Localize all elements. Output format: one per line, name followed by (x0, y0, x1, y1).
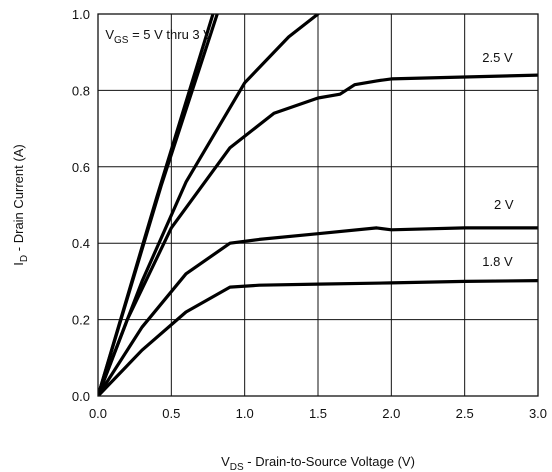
x-tick-label-0: 0.0 (89, 406, 107, 421)
x-tick-labels: 0.0 0.5 1.0 1.5 2.0 2.5 3.0 (89, 406, 547, 421)
y-tick-label-0: 0.0 (72, 389, 90, 404)
plot-frame (97, 13, 539, 397)
annotation-3: 2 V (494, 197, 514, 212)
x-axis-title-main: V (221, 454, 230, 469)
annotation-4: 1.8 V (482, 254, 513, 269)
x-tick-label-4: 2.0 (382, 406, 400, 421)
x-tick-label-5: 2.5 (456, 406, 474, 421)
y-axis-title-sub: D (19, 255, 30, 262)
curve-6 (98, 279, 538, 396)
x-axis-title-sub: DS (230, 462, 244, 472)
curve-2 (98, 14, 219, 396)
y-tick-label-5: 1.0 (72, 7, 90, 22)
y-tick-labels: 0.0 0.2 0.4 0.6 0.8 1.0 (72, 7, 90, 404)
x-tick-label-2: 1.0 (236, 406, 254, 421)
y-tick-label-4: 0.8 (72, 83, 90, 98)
y-axis-title-main: I (11, 262, 26, 266)
annotation-1: VGS = 5 V thru 3 V (105, 27, 212, 46)
y-tick-label-1: 0.2 (72, 313, 90, 328)
y-axis-title: ID - Drain Current (A) (11, 144, 30, 265)
grid (97, 13, 539, 397)
curve-3 (98, 14, 320, 396)
curve-annotations: VGS = 5 V thru 3 V 2.5 V 2 V 1.8 V (105, 27, 514, 269)
x-axis-title-rest: - Drain-to-Source Voltage (V) (244, 454, 415, 469)
annotation-2: 2.5 V (482, 50, 513, 65)
x-tick-label-6: 3.0 (529, 406, 547, 421)
curves (98, 14, 538, 396)
y-tick-label-3: 0.6 (72, 160, 90, 175)
curve-4 (98, 73, 538, 396)
y-tick-label-2: 0.4 (72, 236, 90, 251)
y-axis-title-rest: - Drain Current (A) (11, 144, 26, 255)
curve-5 (98, 226, 538, 396)
x-axis-title: VDS - Drain-to-Source Voltage (V) (221, 454, 415, 472)
x-tick-label-1: 0.5 (162, 406, 180, 421)
x-tick-label-3: 1.5 (309, 406, 327, 421)
